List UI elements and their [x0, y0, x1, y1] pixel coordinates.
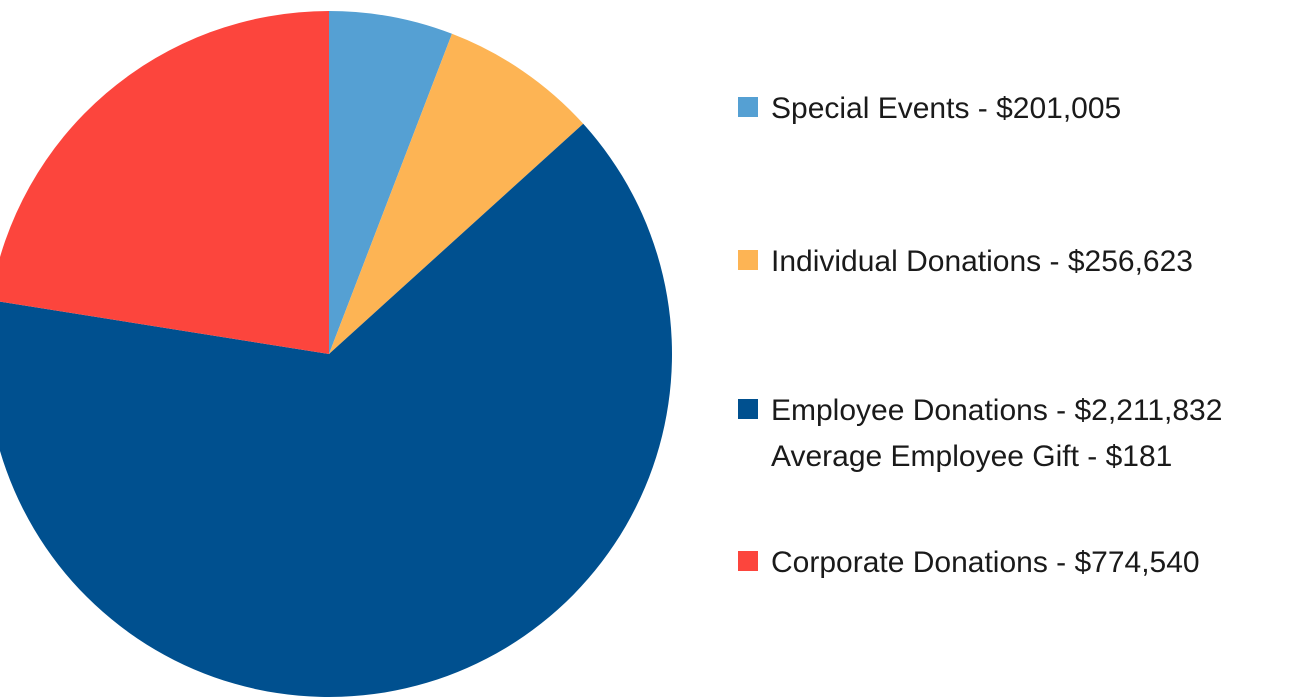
legend-label-corporate-donations: Corporate Donations - $774,540 — [771, 546, 1200, 579]
pie-slices — [0, 11, 672, 697]
pie-slice-individual-donations — [329, 33, 584, 355]
legend-swatch-employee-donations — [738, 399, 758, 419]
legend-swatch-special-events — [738, 97, 758, 117]
pie-slice-employee-donations — [0, 123, 672, 697]
pie-slice-special-events — [329, 11, 452, 354]
pie-slice-corporate-donations — [0, 11, 329, 354]
legend-label-individual-donations: Individual Donations - $256,623 — [771, 245, 1193, 278]
legend-sublabel-employee-donations: Average Employee Gift - $181 — [771, 440, 1172, 473]
legend: Special Events - $201,005 Individual Dona… — [738, 92, 1222, 579]
legend-swatch-corporate-donations — [738, 551, 758, 571]
legend-label-special-events: Special Events - $201,005 — [771, 92, 1121, 125]
legend-label-employee-donations: Employee Donations - $2,211,832 — [771, 394, 1222, 427]
legend-swatch-individual-donations — [738, 250, 758, 270]
